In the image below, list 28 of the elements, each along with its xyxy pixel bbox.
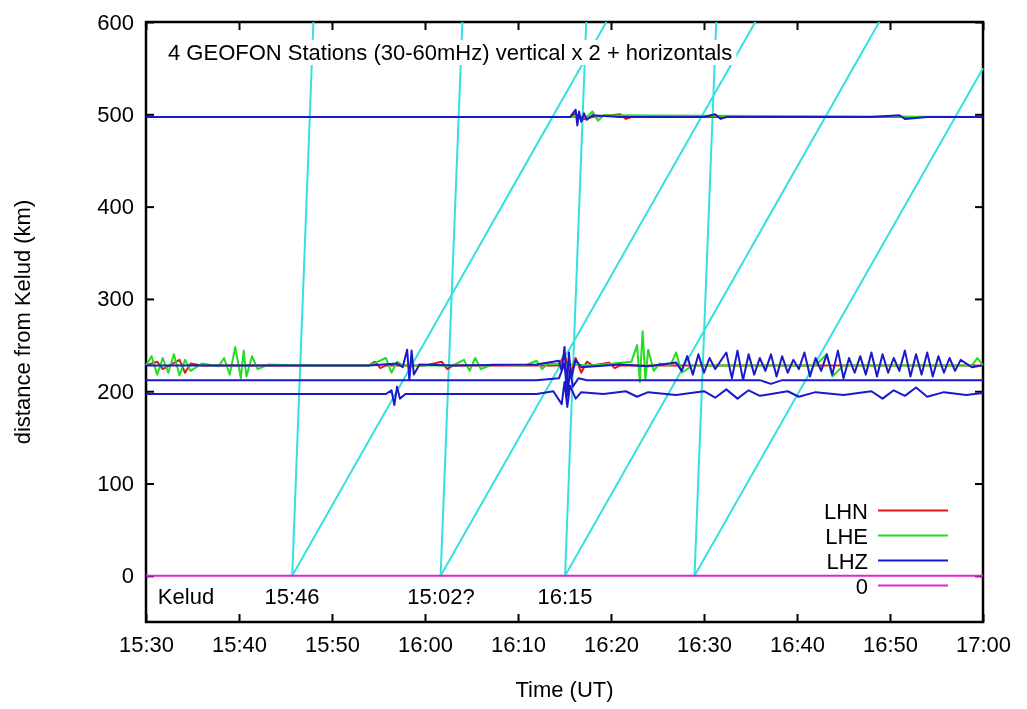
x-tick-label: 15:50 bbox=[304, 631, 361, 657]
x-tick-label: 16:00 bbox=[397, 631, 454, 657]
legend-label: LHN bbox=[823, 498, 868, 524]
annotation: 16:15 bbox=[537, 584, 593, 609]
x-tick-label: 16:20 bbox=[583, 631, 640, 657]
x-tick-label: 17:00 bbox=[955, 631, 1012, 657]
x-axis-title: Time (UT) bbox=[515, 677, 614, 702]
text: 4 GEOFON Stations (30-60mHz) vertical x 2 + horizontals bbox=[168, 40, 733, 65]
annotation: 15:46 bbox=[264, 584, 320, 609]
y-tick-label: 300 bbox=[97, 286, 134, 312]
y-tick-label: 0 bbox=[121, 563, 134, 589]
x-tick-label: 15:40 bbox=[211, 631, 268, 657]
x-tick-label: 15:30 bbox=[118, 631, 175, 657]
x-tick-label: 16:40 bbox=[769, 631, 826, 657]
y-tick-label: 500 bbox=[97, 101, 134, 127]
legend-label: LHE bbox=[825, 523, 868, 549]
annotation: Kelud bbox=[157, 584, 215, 609]
annotation: 15:02? bbox=[407, 584, 475, 609]
y-axis-title: distance from Kelud (km) bbox=[10, 199, 35, 445]
y-tick-label: 100 bbox=[97, 471, 134, 497]
y-tick-label: 200 bbox=[97, 378, 134, 404]
x-tick-label: 16:10 bbox=[490, 631, 547, 657]
y-tick-label: 400 bbox=[97, 194, 134, 220]
y-tick-label: 600 bbox=[97, 9, 134, 35]
legend-label: 0 bbox=[855, 573, 868, 599]
x-tick-label: 16:50 bbox=[862, 631, 919, 657]
legend-label: LHZ bbox=[826, 548, 868, 574]
x-tick-label: 16:30 bbox=[676, 631, 733, 657]
